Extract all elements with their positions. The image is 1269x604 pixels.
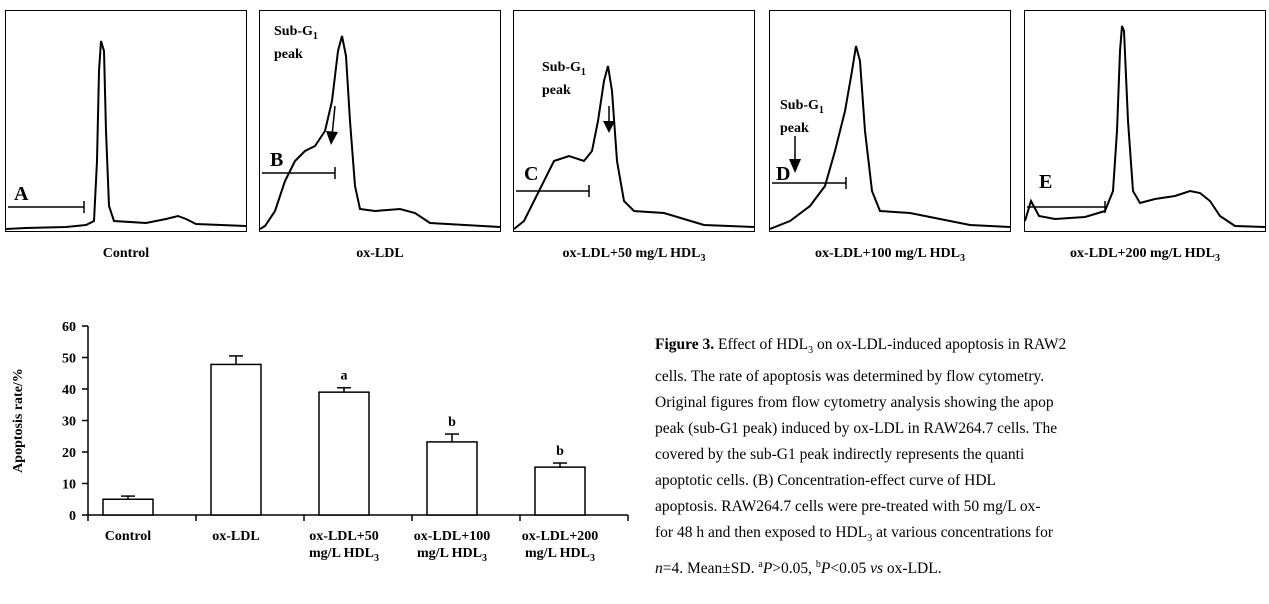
x-tick-label: ox-LDL+100 — [414, 529, 490, 544]
x-tick-label: ox-LDL+200 — [522, 529, 598, 544]
caption-hdl50: ox-LDL+50 mg/L HDL3 — [562, 246, 706, 264]
y-tick-label: 40 — [62, 383, 76, 398]
figure-caption-line-2: cells. The rate of apoptosis was determi… — [655, 368, 1045, 386]
y-tick-label: 20 — [62, 446, 76, 461]
figure-caption-line-1: Figure 3. Effect of HDL3 on ox-LDL-induc… — [655, 336, 1067, 357]
histogram-hdl200 — [1025, 25, 1265, 228]
x-tick-label: ox-LDL — [212, 529, 259, 544]
panel-label-d: D — [776, 163, 791, 185]
panel-label-c: C — [524, 163, 539, 185]
subg-label-c: Sub-G1 peak — [542, 60, 586, 98]
subg-label-d: Sub-G1 peak — [780, 98, 824, 136]
figure-caption: Figure 3. Effect of HDL3 on ox-LDL-induc… — [655, 332, 1269, 604]
histogram-control — [6, 40, 246, 230]
bar — [210, 363, 262, 516]
histogram-panel-control: A — [5, 10, 247, 232]
histogram-hdl50 — [514, 65, 754, 230]
figure-caption-line-3: Original figures from flow cytometry ana… — [655, 394, 1054, 412]
histogram-hdl100 — [770, 45, 1010, 230]
significance-label: b — [448, 415, 456, 430]
apoptosis-bar-chart: 0 10 20 30 40 50 60 Apoptosis rate/% Control ox-L… — [11, 320, 629, 564]
y-tick-label: 0 — [69, 509, 76, 524]
y-tick-label: 60 — [62, 320, 76, 335]
y-tick-label: 10 — [62, 478, 76, 493]
panel-label-e: E — [1039, 171, 1053, 193]
bar — [318, 391, 370, 516]
figure-caption-line-8: for 48 h and then exposed to HDL3 at var… — [655, 524, 1053, 545]
caption-hdl100: ox-LDL+100 mg/L HDL3 — [815, 246, 965, 264]
x-tick-label: ox-LDL+50 — [309, 529, 378, 544]
x-tick-label: Control — [105, 529, 152, 544]
panel-label-b: B — [270, 149, 284, 171]
x-tick-label: mg/L HDL3 — [525, 546, 595, 564]
bar — [534, 466, 586, 516]
figure-caption-line-4: peak (sub-G1 peak) induced by ox-LDL in … — [655, 420, 1058, 438]
significance-label: b — [556, 444, 564, 459]
panel-label-a: A — [14, 183, 29, 205]
caption-oxldl: ox-LDL — [356, 246, 404, 261]
y-axis-label: Apoptosis rate/% — [11, 368, 26, 473]
bar — [426, 441, 478, 516]
y-tick-label: 50 — [62, 352, 76, 367]
figure-caption-line-6: apoptotic cells. (B) Concentration-effec… — [655, 472, 997, 490]
x-tick-label: mg/L HDL3 — [417, 546, 487, 564]
x-tick-label: mg/L HDL3 — [309, 546, 379, 564]
y-tick-label: 30 — [62, 415, 76, 430]
caption-control: Control — [102, 246, 150, 261]
histogram-panel-hdl100: D Sub-G1 peak — [769, 10, 1011, 232]
histogram-panel-hdl50: C Sub-G1 peak — [513, 10, 755, 232]
figure-caption-line-5: covered by the sub-G1 peak indirectly re… — [655, 446, 1025, 464]
caption-hdl200: ox-LDL+200 mg/L HDL3 — [1070, 246, 1220, 264]
figure-caption-line-9: n=4. Mean±SD. aP>0.05, bP<0.05 vs ox-LDL… — [655, 559, 942, 578]
histogram-oxldl — [260, 35, 500, 230]
histogram-panel-oxldl: B Sub-G1 peak — [259, 10, 501, 232]
significance-label: a — [341, 369, 348, 384]
figure-caption-line-7: apoptosis. RAW264.7 cells were pre-treat… — [655, 498, 1041, 516]
histogram-panel-hdl200: E — [1024, 10, 1266, 232]
bar — [102, 498, 154, 516]
subg-label-b: Sub-G1 peak — [274, 24, 318, 62]
